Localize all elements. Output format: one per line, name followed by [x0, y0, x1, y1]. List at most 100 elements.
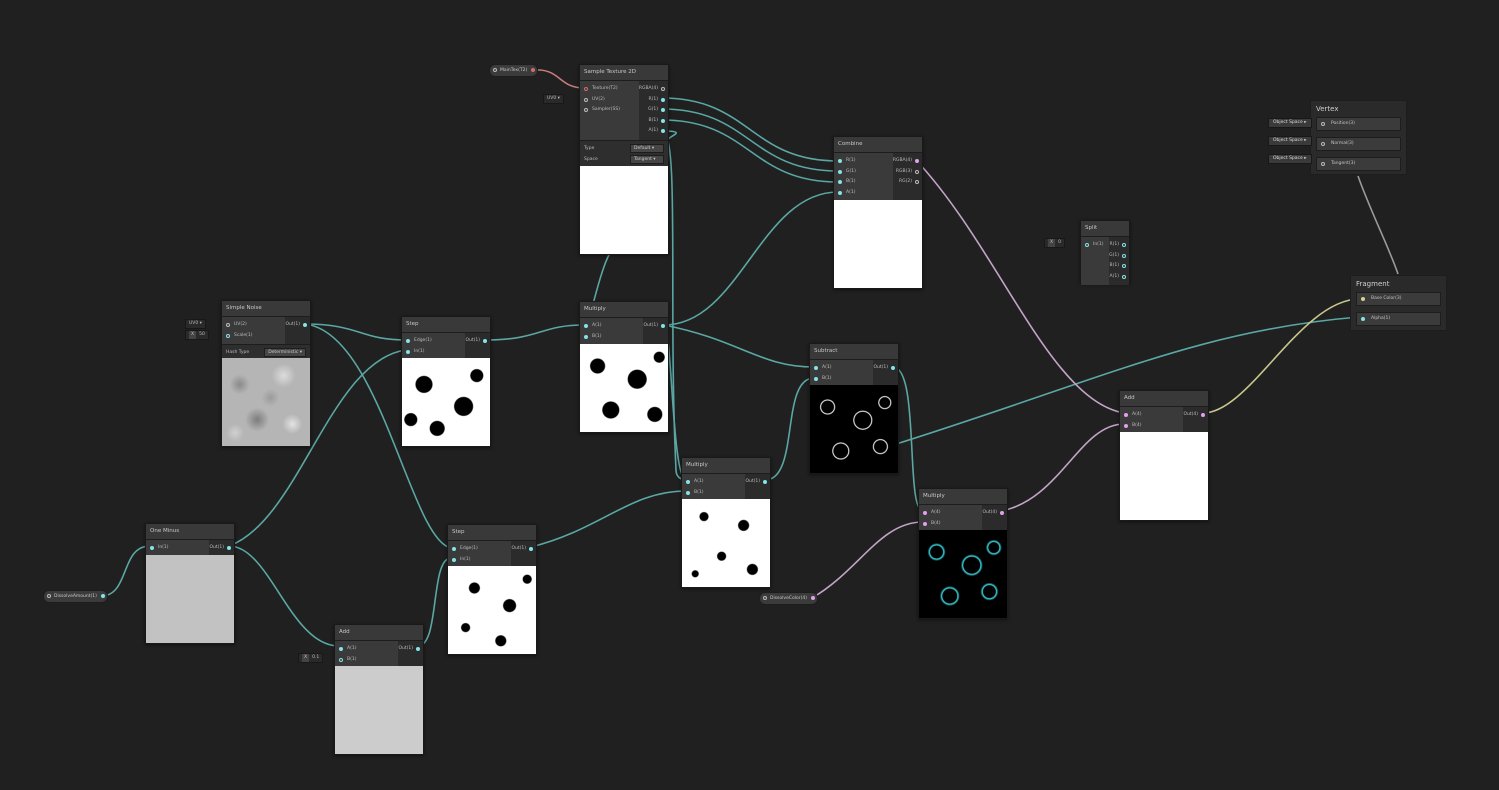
output-rg[interactable]: RG(2): [893, 177, 922, 188]
add-b-field[interactable]: X 0.1: [298, 653, 324, 663]
output-rgba[interactable]: RGBA(4): [639, 84, 668, 95]
fragment-stack[interactable]: Fragment Base Color(3) Alpha(1): [1350, 275, 1447, 331]
dissolve-amount-property[interactable]: DissolveAmount(1): [43, 590, 108, 603]
combine-node[interactable]: Combine R(1) G(1) B(1) A(1) RGBA(4) RGB(…: [833, 136, 923, 289]
output-rgba[interactable]: RGBA(4): [893, 156, 922, 167]
output-b[interactable]: B(1): [1109, 261, 1129, 272]
sample-texture-2d-node[interactable]: Sample Texture 2D Texture(T2) UV(2) Samp…: [579, 64, 669, 255]
output-rgb[interactable]: RGB(3): [893, 167, 922, 178]
output-out[interactable]: Out(4): [1183, 410, 1208, 421]
port-icon: [838, 180, 842, 184]
input-in[interactable]: In(1): [448, 555, 511, 566]
output-a[interactable]: A(1): [639, 126, 668, 137]
multiply-node-3[interactable]: Multiply A(4) B(4) Out(4): [918, 488, 1008, 619]
input-in[interactable]: In(1): [402, 347, 465, 358]
port-label: A(1): [694, 479, 704, 484]
input-a[interactable]: A(4): [919, 508, 982, 519]
output-out[interactable]: Out(1): [745, 477, 770, 488]
step-node-1[interactable]: Step Edge(1) In(1) Out(1): [401, 316, 491, 447]
input-a[interactable]: A(1): [335, 644, 398, 655]
hash-type-dropdown[interactable]: Deterministic ▾: [264, 348, 306, 357]
output-r[interactable]: R(1): [639, 95, 668, 106]
wire: [915, 159, 1125, 414]
port-icon: [915, 159, 919, 163]
port-label: Out(1): [643, 323, 658, 328]
vertex-position-block[interactable]: Position(3): [1316, 117, 1401, 131]
input-texture[interactable]: Texture(T2): [580, 84, 639, 95]
position-space-field[interactable]: Object Space ▸: [1268, 118, 1312, 128]
field-value: UV0: [189, 321, 199, 326]
fragment-base-color-block[interactable]: Base Color(3): [1356, 292, 1441, 306]
port-icon: [406, 339, 410, 343]
input-b[interactable]: B(1): [682, 488, 745, 499]
type-dropdown[interactable]: Default ▾: [630, 143, 664, 153]
fragment-alpha-block[interactable]: Alpha(1): [1356, 312, 1441, 326]
input-b[interactable]: B(1): [580, 332, 643, 343]
output-out[interactable]: Out(1): [643, 321, 668, 332]
output-out[interactable]: Out(1): [873, 363, 898, 374]
output-a[interactable]: A(1): [1109, 272, 1129, 283]
space-value: Object Space: [1273, 120, 1303, 125]
output-out[interactable]: Out(1): [398, 644, 423, 655]
main-tex-property[interactable]: MainTex(T2): [489, 64, 539, 77]
input-g[interactable]: G(1): [834, 167, 893, 178]
output-out[interactable]: Out(1): [511, 544, 536, 555]
output-b[interactable]: B(1): [639, 116, 668, 127]
noise-uv-field[interactable]: UV0 ▾: [185, 319, 206, 329]
step-node-2[interactable]: Step Edge(1) In(1) Out(1): [447, 524, 537, 655]
input-uv[interactable]: UV(2): [222, 320, 285, 331]
add-node-bottom[interactable]: Add A(1) B(1) Out(1): [334, 624, 424, 755]
output-out[interactable]: Out(4): [982, 508, 1007, 519]
uv-channel-field[interactable]: UV0 ▾: [543, 94, 564, 104]
output-g[interactable]: G(1): [639, 105, 668, 116]
normal-space-field[interactable]: Object Space ▸: [1268, 136, 1312, 146]
subtract-node[interactable]: Subtract A(1) B(1) Out(1): [809, 343, 899, 474]
output-g[interactable]: G(1): [1109, 251, 1129, 262]
one-minus-node[interactable]: One Minus In(1) Out(1): [145, 523, 235, 644]
input-a[interactable]: A(1): [682, 477, 745, 488]
vertex-tangent-block[interactable]: Tangent(3): [1316, 157, 1401, 171]
input-b[interactable]: B(1): [834, 177, 893, 188]
input-in[interactable]: In(1): [1081, 240, 1109, 251]
add-node-right[interactable]: Add A(4) B(4) Out(4): [1119, 390, 1209, 521]
input-sampler[interactable]: Sampler(SS): [580, 105, 639, 116]
noise-scale-field[interactable]: X 50: [185, 330, 209, 340]
input-scale[interactable]: Scale(1): [222, 331, 285, 342]
tangent-space-field[interactable]: Object Space ▸: [1268, 154, 1312, 164]
output-port-icon[interactable]: [531, 68, 536, 72]
input-b[interactable]: B(4): [919, 519, 982, 530]
input-edge[interactable]: Edge(1): [448, 544, 511, 555]
input-edge[interactable]: Edge(1): [402, 336, 465, 347]
output-out[interactable]: Out(1): [285, 320, 310, 331]
input-a[interactable]: A(1): [834, 188, 893, 199]
output-r[interactable]: R(1): [1109, 240, 1129, 251]
vertex-stack[interactable]: Vertex Position(3) Normal(3) Tangent(3): [1310, 100, 1407, 175]
input-a[interactable]: A(1): [580, 321, 643, 332]
wire: [530, 490, 687, 548]
space-dropdown[interactable]: Tangent ▾: [630, 154, 664, 164]
input-a[interactable]: A(4): [1120, 410, 1183, 421]
output-port-icon[interactable]: [810, 596, 815, 600]
port-label: A(4): [1132, 412, 1142, 417]
multiply-node-2[interactable]: Multiply A(1) B(1) Out(1): [681, 457, 771, 588]
input-in[interactable]: In(1): [146, 543, 209, 554]
input-r[interactable]: R(1): [834, 156, 893, 167]
input-b[interactable]: B(1): [335, 655, 398, 666]
port-icon: [686, 490, 690, 495]
input-b[interactable]: B(1): [810, 374, 873, 385]
split-node[interactable]: Split In(1) R(1) G(1) B(1) A(1): [1080, 220, 1130, 285]
input-uv[interactable]: UV(2): [580, 95, 639, 106]
output-out[interactable]: Out(1): [209, 543, 234, 554]
input-b[interactable]: B(4): [1120, 421, 1183, 432]
multiply-node-1[interactable]: Multiply A(1) B(1) Out(1): [579, 301, 669, 433]
dissolve-amount-label: DissolveAmount(1): [54, 594, 97, 599]
output-port-icon[interactable]: [100, 594, 105, 598]
port-label: A(1): [1109, 273, 1119, 279]
dissolve-color-property[interactable]: DissolveColor(4): [759, 592, 818, 605]
simple-noise-node[interactable]: Simple Noise UV(2) Scale(1) Out(1) Hash …: [221, 300, 311, 447]
vertex-normal-block[interactable]: Normal(3): [1316, 137, 1401, 151]
input-a[interactable]: A(1): [810, 363, 873, 374]
port-label: A(1): [592, 323, 602, 328]
output-out[interactable]: Out(1): [465, 336, 490, 347]
